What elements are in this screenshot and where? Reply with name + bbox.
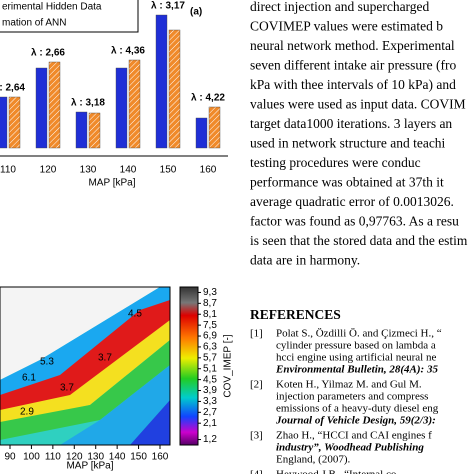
reference-line: Journal of Vehicle Design, 59(2/3): <box>275 415 436 427</box>
body-line: values were used as input data. COVIM <box>250 97 466 112</box>
colorbar-tick-label: 4,5 <box>203 374 217 385</box>
reference-number: [2] <box>250 379 263 391</box>
x-tick-label: 140 <box>120 165 137 176</box>
colorbar-tick-label: 7,5 <box>203 320 217 331</box>
x-tick-label: 150 <box>130 452 147 463</box>
body-line: target data1000 iterations. 3 layers an <box>250 116 452 131</box>
contour-label: 3.7 <box>60 383 74 394</box>
reference-line: emissions of a heavy-duty diesel eng <box>276 403 439 415</box>
reference-number: [4] <box>250 469 263 474</box>
x-tick-label: 90 <box>4 452 16 463</box>
body-line: testing procedures were conduc <box>250 155 421 170</box>
colorbar-tick-label: 1,2 <box>203 434 217 445</box>
colorbar-tick-label: 2,1 <box>203 418 217 429</box>
body-line: average quadratic error of 0.0013026. <box>250 194 454 209</box>
colorbar-label: COV_IMEP [-] <box>223 334 234 397</box>
contour-label: 4.5 <box>128 309 142 320</box>
colorbar-tick-label: 8,7 <box>203 298 217 309</box>
body-text: direct injection and supercharged COVIMEP… <box>250 0 468 474</box>
colorbar-tick-label: 3,9 <box>203 385 217 396</box>
bar <box>115 67 128 149</box>
colorbar <box>179 286 199 446</box>
x-tick-label: 120 <box>40 165 57 176</box>
bar <box>8 96 21 149</box>
x-tick-label: 140 <box>109 452 126 463</box>
contour-label: 2.9 <box>20 407 34 418</box>
bar <box>0 96 8 149</box>
contour-label: 5.3 <box>40 357 54 368</box>
bar-annotation: λ : 2,66 <box>31 48 65 59</box>
bar <box>168 29 181 149</box>
contour-fill <box>0 286 171 446</box>
bar <box>88 112 101 149</box>
reference-line: Zhao H., “HCCI and CAI engines f <box>276 430 432 442</box>
x-tick-label: 100 <box>23 452 40 463</box>
reference-line: Environmental Bulletin, 28(4A): 35 <box>275 364 438 376</box>
bar <box>128 59 141 149</box>
legend <box>0 0 139 33</box>
legend-label: mation of ANN <box>2 18 66 29</box>
x-tick-label: 160 <box>152 452 169 463</box>
colorbar-tick-label: 5,7 <box>203 352 217 363</box>
reference-number: [3] <box>250 430 263 442</box>
body-line: performance was obtained at 37th it <box>250 175 444 190</box>
reference-line: injection parameters and compress <box>276 391 428 403</box>
colorbar-tick-label: 6,9 <box>203 331 217 342</box>
reference-line: Koten H., Yilmaz M. and Gul M. <box>276 379 422 391</box>
bar <box>48 61 61 149</box>
bar-annotation: λ : 4,36 <box>111 46 145 57</box>
colorbar-tick-label: 3,3 <box>203 396 217 407</box>
bar-annotation: λ : 3,17 <box>151 1 185 12</box>
body-line: COVIMEP values were estimated b <box>250 19 443 34</box>
reference-line: Polat S., Özdilli Ö. and Çizmeci H., “ <box>276 328 442 340</box>
bar <box>155 14 168 149</box>
body-line: used in network structure and teachi <box>250 136 446 151</box>
body-line: seven different intake air pressure (fro <box>250 58 457 73</box>
x-tick-label: 110 <box>45 452 61 463</box>
body-line: factor was found as 0,97763. As a resu <box>250 214 459 229</box>
x-tick-label: 150 <box>160 165 177 176</box>
panel-label: (a) <box>190 7 202 18</box>
colorbar-tick-label: 2,7 <box>203 407 217 418</box>
colorbar-tick-label: 9,3 <box>203 287 217 298</box>
x-tick-label: 160 <box>200 165 217 176</box>
bar <box>195 117 208 149</box>
x-axis-label: MAP [kPa] <box>66 461 113 472</box>
body-line: kPa with thee intervals of 10 kPa) and <box>250 77 456 92</box>
bar-annotation: λ : 2,64 <box>0 83 25 94</box>
colorbar-tick-label: 6,3 <box>203 342 217 353</box>
reference-number: [1] <box>250 328 263 340</box>
legend-label: erimental Hidden Data <box>2 2 102 13</box>
bar-annotation: λ : 4,22 <box>191 93 225 104</box>
body-line: neural network method. Experimental <box>250 38 455 53</box>
body-line: data are in harmony. <box>250 253 360 268</box>
reference-line: industry”, Woodhead Publishing <box>276 442 424 454</box>
bar <box>35 67 48 149</box>
colorbar-tick-label: 5,1 <box>203 363 217 374</box>
references-title: REFERENCES <box>250 307 341 322</box>
bar-annotation: λ : 3,18 <box>71 98 105 109</box>
reference-line: England, (2007). <box>276 454 350 466</box>
body-line: direct injection and supercharged <box>250 0 430 14</box>
contour-label: 6.1 <box>22 373 36 384</box>
bar <box>208 106 221 149</box>
reference-line: hcci engine using artificial neural ne <box>276 352 436 364</box>
colorbar-tick-label: 8,1 <box>203 309 217 320</box>
contour-label: 3.7 <box>98 353 112 364</box>
x-tick-label: 130 <box>80 165 97 176</box>
bar <box>75 111 88 149</box>
reference-line: Heywood J.B., “Internal co <box>276 469 397 474</box>
x-tick-label: 130 <box>87 452 104 463</box>
x-tick-label: 120 <box>66 452 83 463</box>
x-tick-label: 110 <box>0 165 16 176</box>
x-axis-label: MAP [kPa] <box>88 178 135 189</box>
reference-line: cylinder pressure based on lambda a <box>276 340 436 352</box>
body-line: is seen that the stored data and the est… <box>250 233 468 248</box>
